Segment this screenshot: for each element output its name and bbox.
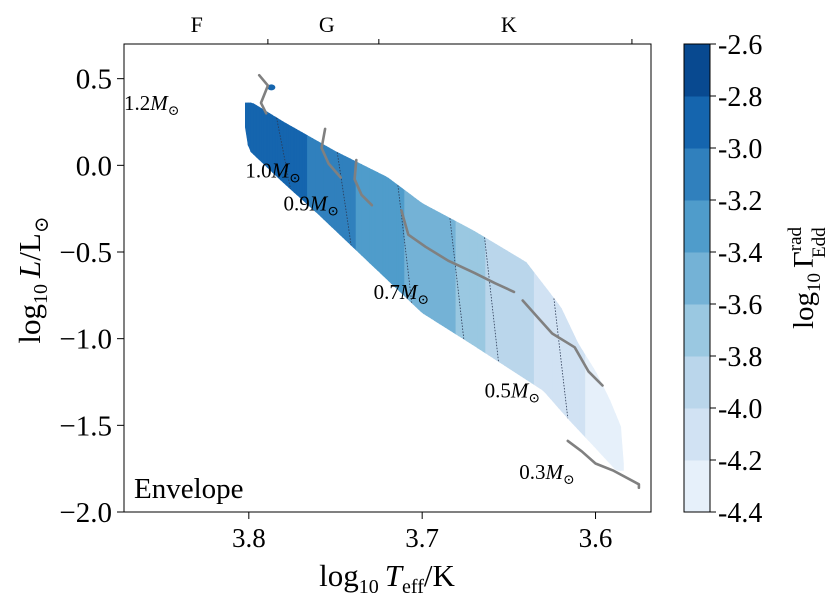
top-label-1: G xyxy=(319,12,335,37)
x-tick-label-0: 3.8 xyxy=(232,523,266,553)
y-axis: 0.5 0.0 −0.5 −1.0 −1.5 −2.0 xyxy=(59,64,124,529)
x-tick-label-1: 3.7 xyxy=(405,523,439,553)
track-label-1: 1.0M⊙ xyxy=(245,158,300,186)
colorbar-tick-label-2: -4.0 xyxy=(718,394,762,425)
top-label-2: K xyxy=(501,12,517,37)
track-label-4: 0.5M⊙ xyxy=(485,379,540,407)
track-label-2: 0.9M⊙ xyxy=(283,191,338,219)
track-4 xyxy=(521,299,604,387)
colorbar-segment-1 xyxy=(684,408,710,461)
colorbar-segment-6 xyxy=(684,148,710,201)
y-tick-label-1: 0.0 xyxy=(76,150,112,182)
track-label-5: 0.3M⊙ xyxy=(519,460,574,488)
plot-frame xyxy=(123,43,652,513)
y-tick-label-3: −1.0 xyxy=(59,324,112,356)
colorbar-tick-label-1: -4.2 xyxy=(718,446,762,477)
track-1 xyxy=(320,127,342,179)
colorbar-tick-label-5: -3.4 xyxy=(718,238,762,269)
x-axis-title: log10 Teff/K xyxy=(319,558,455,598)
y-tick-label-4: −1.5 xyxy=(59,410,112,442)
track-labels: 1.2M⊙ 1.0M⊙ 0.9M⊙ 0.7M⊙ 0.5M⊙ 0.3M⊙ xyxy=(124,91,575,488)
colorbar-segment-0 xyxy=(684,460,710,513)
track-2 xyxy=(353,158,374,207)
y-tick-label-2: −0.5 xyxy=(59,237,112,269)
evolution-tracks xyxy=(257,73,641,489)
panel-label: Envelope xyxy=(134,473,244,505)
colorbar-tick-label-9: -2.6 xyxy=(718,30,762,61)
colorbar-segment-7 xyxy=(684,96,710,149)
track-0 xyxy=(257,73,270,115)
x-axis: 3.8 3.7 3.6 xyxy=(232,512,612,553)
level-contours xyxy=(276,117,569,419)
level-contour-2 xyxy=(397,185,413,303)
y-axis-title: log10L/L⊙ xyxy=(12,216,53,343)
level-contour-5 xyxy=(553,298,569,419)
track-3 xyxy=(400,209,516,294)
colorbar-tick-label-0: -4.4 xyxy=(718,498,762,529)
colorbar-tick-label-4: -3.6 xyxy=(718,290,762,321)
colorbar-segment-2 xyxy=(684,356,710,409)
track-label-3: 0.7M⊙ xyxy=(374,280,429,308)
colorbar-tick-label-3: -3.8 xyxy=(718,342,762,373)
level-contour-0 xyxy=(276,117,291,189)
y-tick-label-0: 0.5 xyxy=(76,64,112,96)
track-5 xyxy=(566,439,641,489)
colorbar-segment-4 xyxy=(684,252,710,305)
colorbar-segment-3 xyxy=(684,304,710,357)
colorbar: -4.4 -4.2 -4.0 -3.8 -3.6 -3.4 -3.2 -3.0 -2.8 -2.6 xyxy=(683,30,762,529)
colorbar-title: log10Γrad Edd xyxy=(785,226,830,329)
band-blob xyxy=(267,84,276,91)
colorbar-tick-label-8: -2.8 xyxy=(718,82,762,113)
colorbar-tick-label-7: -3.0 xyxy=(718,134,762,165)
y-tick-label-5: −2.0 xyxy=(59,497,112,529)
x-tick-label-2: 3.6 xyxy=(579,523,613,553)
level-contour-1 xyxy=(336,152,352,246)
colorbar-segment-8 xyxy=(684,44,710,97)
colorbar-tick-label-6: -3.2 xyxy=(718,186,762,217)
colorbar-frame xyxy=(683,43,711,513)
band-cell-139 xyxy=(620,426,624,471)
track-label-0: 1.2M⊙ xyxy=(124,91,179,119)
level-contour-3 xyxy=(449,218,465,340)
top-label-0: F xyxy=(191,12,203,37)
heatmap-band xyxy=(245,84,624,471)
colorbar-segment-5 xyxy=(684,200,710,253)
